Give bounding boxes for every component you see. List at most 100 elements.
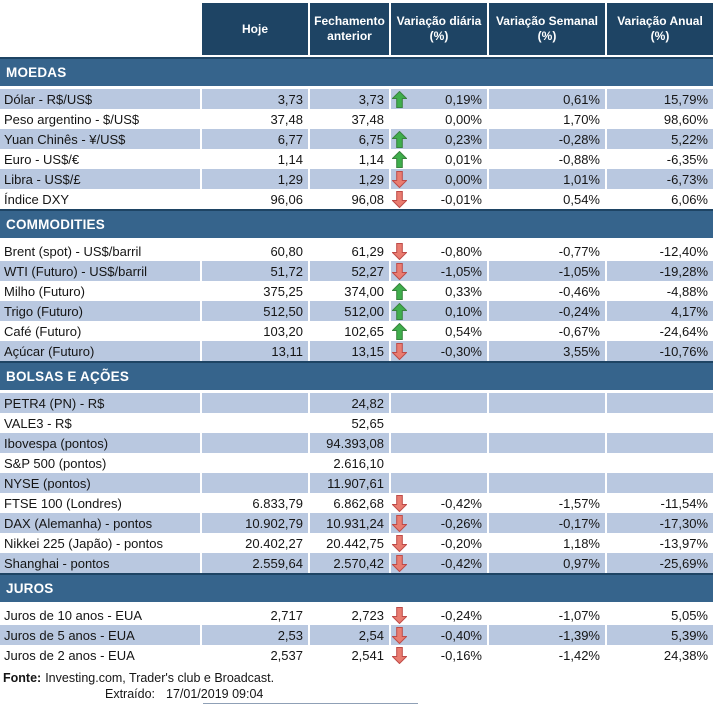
- variacao-semanal-cell: -0,17%: [489, 513, 605, 533]
- table-row: Euro - US$/€ 1,14 1,14 0,01% -0,88% -6,35%: [0, 149, 713, 169]
- column-header-hoje: Hoje: [202, 3, 308, 55]
- arrow-down-icon: [392, 646, 407, 664]
- variacao-semanal-cell: 3,55%: [489, 341, 605, 361]
- variacao-anual-cell: 5,05%: [671, 607, 708, 623]
- variacao-anual-cell: 6,06%: [671, 191, 708, 207]
- variacao-diaria-cell: -0,80%: [391, 241, 487, 261]
- label-cell: Yuan Chinês - ¥/US$: [0, 129, 200, 149]
- variacao-semanal-cell: -1,57%: [558, 495, 600, 511]
- variacao-semanal-cell: [489, 413, 605, 433]
- variacao-diaria-value: -0,80%: [440, 243, 482, 259]
- variacao-anual-cell: -12,40%: [659, 243, 708, 259]
- variacao-anual-cell: -19,28%: [607, 261, 713, 281]
- hoje-cell: [202, 453, 308, 473]
- variacao-semanal-cell: -0,77%: [558, 243, 600, 259]
- fechamento-anterior-cell: 1,14: [358, 151, 384, 167]
- hoje-cell: 1,29: [202, 169, 308, 189]
- variacao-semanal-cell: 0,54%: [563, 191, 600, 207]
- table-row: Dólar - R$/US$ 3,73 3,73 0,19% 0,61% 15,79%: [0, 89, 713, 109]
- variacao-diaria-value: -0,26%: [440, 515, 482, 531]
- arrow-down-icon: [392, 494, 407, 512]
- hoje-cell: 37,48: [270, 111, 303, 127]
- variacao-anual-cell: [607, 453, 713, 473]
- arrow-down-icon: [392, 514, 407, 532]
- footer: Fonte: Investing.com, Trader's club e Bro…: [0, 670, 713, 704]
- label-cell: Juros de 5 anos - EUA: [0, 625, 200, 645]
- label-cell: Dólar - R$/US$: [0, 89, 200, 109]
- variacao-anual-cell: -6,73%: [607, 169, 713, 189]
- fechamento-anterior-cell: 2,54: [310, 625, 389, 645]
- table-row: Café (Futuro) 103,20 102,65 0,54% -0,67% -24,…: [0, 321, 713, 341]
- section-header-bolsas-e-ações: BOLSAS E AÇÕES: [0, 361, 713, 390]
- arrow-up-icon: [392, 282, 407, 300]
- fechamento-anterior-cell: 52,27: [310, 261, 389, 281]
- header-empty-cell: [0, 3, 200, 55]
- label-cell: Café (Futuro): [4, 323, 82, 339]
- table-header-row: Hoje Fechamento anterior Variação diária…: [0, 3, 713, 55]
- variacao-diaria-cell: -0,26%: [391, 513, 487, 533]
- label-cell: Libra - US$/£: [0, 169, 200, 189]
- fechamento-anterior-cell: 52,65: [351, 415, 384, 431]
- label-cell: WTI (Futuro) - US$/barril: [0, 261, 200, 281]
- variacao-diaria-value: 0,10%: [445, 303, 482, 319]
- table-row: Açúcar (Futuro) 13,11 13,15 -0,30% 3,55% -10,…: [0, 341, 713, 361]
- hoje-cell: [202, 413, 308, 433]
- variacao-semanal-cell: -0,67%: [558, 323, 600, 339]
- section-header-moedas: MOEDAS: [0, 57, 713, 86]
- fechamento-anterior-cell: 37,48: [351, 111, 384, 127]
- label-cell: Brent (spot) - US$/barril: [4, 243, 142, 259]
- label-cell: Trigo (Futuro): [0, 301, 200, 321]
- variacao-anual-cell: -17,30%: [607, 513, 713, 533]
- fechamento-anterior-cell: 102,65: [344, 323, 384, 339]
- arrow-up-icon: [392, 322, 407, 340]
- fechamento-anterior-cell: 13,15: [310, 341, 389, 361]
- variacao-anual-cell: -6,35%: [666, 151, 708, 167]
- fechamento-anterior-cell: 10.931,24: [310, 513, 389, 533]
- label-cell: Açúcar (Futuro): [0, 341, 200, 361]
- variacao-diaria-cell: -0,40%: [391, 625, 487, 645]
- label-cell: Juros de 10 anos - EUA: [4, 607, 143, 623]
- variacao-diaria-cell: [391, 413, 487, 433]
- variacao-anual-cell: -13,97%: [659, 535, 708, 551]
- variacao-diaria-cell: 0,23%: [391, 129, 487, 149]
- variacao-anual-cell: 4,17%: [607, 301, 713, 321]
- fechamento-anterior-cell: 61,29: [351, 243, 384, 259]
- variacao-anual-cell: -11,54%: [660, 495, 708, 511]
- column-header-variacao-anual: Variação Anual (%): [607, 3, 713, 55]
- variacao-diaria-value: -0,30%: [440, 343, 482, 359]
- fechamento-anterior-cell: 3,73: [310, 89, 389, 109]
- table-row: VALE3 - R$ 52,65: [0, 413, 713, 433]
- variacao-diaria-cell: -0,42%: [391, 493, 487, 513]
- variacao-semanal-cell: [489, 473, 605, 493]
- variacao-diaria-cell: -0,20%: [391, 533, 487, 553]
- variacao-diaria-value: 0,54%: [445, 323, 482, 339]
- variacao-anual-cell: 98,60%: [663, 111, 708, 127]
- fechamento-anterior-cell: 6.862,68: [333, 495, 384, 511]
- table-row: Juros de 10 anos - EUA 2,717 2,723 -0,24% -1…: [0, 605, 713, 625]
- hoje-cell: [202, 433, 308, 453]
- variacao-semanal-cell: -0,46%: [558, 283, 600, 299]
- fechamento-anterior-cell: 96,08: [351, 191, 384, 207]
- variacao-anual-cell: [607, 413, 713, 433]
- variacao-diaria-cell: 0,10%: [391, 301, 487, 321]
- table-row: S&P 500 (pontos) 2.616,10: [0, 453, 713, 473]
- label-cell: Milho (Futuro): [4, 283, 85, 299]
- label-cell: Euro - US$/€: [4, 151, 80, 167]
- arrow-down-icon: [392, 242, 407, 260]
- table-row: Brent (spot) - US$/barril 60,80 61,29 -0,80…: [0, 241, 713, 261]
- column-header-variacao-semanal: Variação Semanal (%): [489, 3, 605, 55]
- arrow-up-icon: [392, 90, 407, 108]
- table-row: Libra - US$/£ 1,29 1,29 0,00% 1,01% -6,73%: [0, 169, 713, 189]
- table-body: MOEDAS Dólar - R$/US$ 3,73 3,73 0,19% 0,61% 15…: [0, 57, 713, 665]
- variacao-anual-cell: [607, 433, 713, 453]
- label-cell: NYSE (pontos): [0, 473, 200, 493]
- variacao-semanal-cell: -1,42%: [558, 647, 600, 663]
- variacao-semanal-cell: [489, 393, 605, 413]
- fechamento-anterior-cell: 94.393,08: [310, 433, 389, 453]
- variacao-semanal-cell: 1,70%: [563, 111, 600, 127]
- variacao-diaria-value: -0,24%: [440, 607, 482, 623]
- fechamento-anterior-cell: 11.907,61: [310, 473, 389, 493]
- table-row: Peso argentino - $/US$ 37,48 37,48 0,00% 1,7…: [0, 109, 713, 129]
- hoje-cell: 2.559,64: [202, 553, 308, 573]
- table-row: WTI (Futuro) - US$/barril 51,72 52,27 -1,05…: [0, 261, 713, 281]
